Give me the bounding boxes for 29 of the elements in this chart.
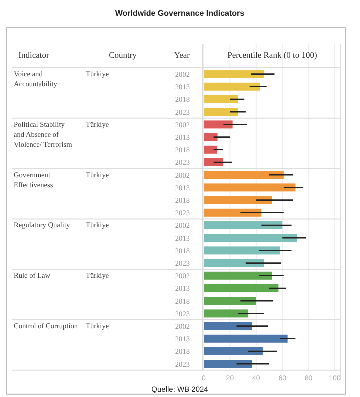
bar bbox=[204, 158, 223, 166]
bar bbox=[204, 171, 284, 180]
bar bbox=[204, 222, 283, 230]
chart-title: Worldwide Governance Indicators bbox=[115, 9, 246, 18]
bar bbox=[204, 234, 298, 242]
text: Year bbox=[174, 50, 190, 60]
bar bbox=[204, 108, 238, 116]
bar bbox=[204, 133, 218, 142]
bar bbox=[204, 120, 233, 129]
bar bbox=[204, 184, 296, 192]
x-axis-title: Percentile Rank (0 to 100) bbox=[228, 50, 318, 60]
bar bbox=[204, 146, 218, 154]
bar bbox=[204, 322, 252, 330]
bar bbox=[204, 208, 262, 217]
bar bbox=[204, 284, 279, 292]
bar bbox=[204, 196, 272, 204]
bar bbox=[204, 297, 256, 306]
text: Country bbox=[109, 50, 138, 60]
text: Indicator bbox=[18, 50, 50, 60]
bar bbox=[204, 96, 238, 104]
bar bbox=[204, 246, 280, 255]
bar bbox=[204, 259, 264, 268]
bar bbox=[204, 272, 272, 280]
bar bbox=[204, 360, 252, 368]
bar bbox=[204, 82, 260, 91]
bar bbox=[204, 334, 288, 343]
bar bbox=[204, 310, 249, 318]
bar bbox=[204, 70, 264, 78]
bar bbox=[204, 348, 263, 356]
